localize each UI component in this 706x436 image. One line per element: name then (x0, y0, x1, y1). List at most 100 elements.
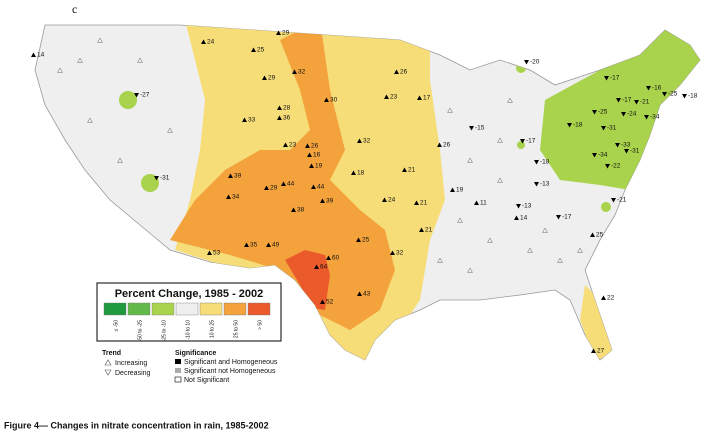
site-marker (292, 69, 297, 74)
site-label: 33 (248, 117, 256, 124)
significance-item: Significant not Homogeneous (184, 368, 276, 375)
site-label: -18 (573, 122, 583, 129)
site-label: 38 (297, 207, 305, 214)
site-marker (307, 152, 312, 157)
site-label: -24 (627, 111, 637, 118)
site-label: -31 (630, 148, 640, 155)
site-marker (592, 153, 597, 158)
site-marker-not-significant (457, 217, 463, 223)
site-label: -17 (610, 75, 620, 82)
site-label: -34 (650, 114, 660, 121)
site-marker (611, 198, 616, 203)
legend-bin-label: > 50 (257, 320, 263, 330)
site-marker (450, 187, 455, 192)
site-marker (662, 92, 667, 97)
site-marker-not-significant (87, 117, 93, 123)
site-label: -17 (622, 97, 632, 104)
region-decrease-25-50 (540, 30, 700, 190)
site-marker (474, 200, 479, 205)
site-label: 25 (362, 237, 370, 244)
site-marker-not-significant (97, 37, 103, 43)
legend-bins: ≤ -50 -50 to -25 -25 to -10 -10 to 10 10 to … (103, 302, 271, 342)
legend-swatch (103, 302, 127, 316)
site-label: -25 (668, 91, 678, 98)
site-marker (615, 143, 620, 148)
site-marker (291, 207, 296, 212)
region-increase-over-50 (285, 250, 330, 310)
site-marker-not-significant (507, 97, 513, 103)
map: 14 -27 -31 24 25 29 29 32 28 36 30 33 23 26 16 19 32 18 26… (31, 24, 701, 361)
site-marker (646, 86, 651, 91)
site-marker-not-significant (167, 127, 173, 133)
legend-swatch (151, 302, 175, 316)
site-label: 44 (287, 181, 295, 188)
site-label: -34 (598, 152, 608, 159)
site-marker (524, 60, 529, 65)
legend: Percent Change, 1985 - 2002 ≤ -50 -50 to … (96, 282, 282, 384)
site-label: 34 (232, 194, 240, 201)
site-label: 24 (207, 39, 215, 46)
region-florida (580, 285, 615, 360)
site-marker (624, 149, 629, 154)
site-marker (357, 138, 362, 143)
site-marker (644, 115, 649, 120)
site-label: 29 (270, 185, 278, 192)
site-marker (201, 39, 206, 44)
site-label: 23 (289, 142, 297, 149)
caption: Figure 4— Changes in nitrate concentrati… (4, 420, 269, 430)
site-marker (616, 98, 621, 103)
site-marker (402, 167, 407, 172)
site-label: 16 (313, 152, 321, 159)
site-marker (305, 143, 310, 148)
site-marker (311, 184, 316, 189)
site-label: 39 (326, 198, 334, 205)
site-label: 53 (213, 250, 221, 257)
sites: 14 -27 -31 24 25 29 29 32 28 36 30 33 23 26 16 19 32 18 26… (31, 30, 698, 355)
site-label: 25 (596, 232, 604, 239)
site-marker (601, 295, 606, 300)
site-marker (605, 164, 610, 169)
site-label: -20 (530, 59, 540, 66)
site-marker (242, 117, 247, 122)
site-marker-not-significant (77, 57, 83, 63)
site-label: -17 (526, 138, 536, 145)
site-label: 14 (520, 215, 528, 222)
site-marker (320, 198, 325, 203)
site-label: 36 (283, 115, 291, 122)
site-marker (207, 250, 212, 255)
site-label: 32 (298, 69, 306, 76)
site-marker (390, 250, 395, 255)
trend-item: Increasing (115, 360, 147, 367)
legend-bin-label: -50 to -25 (137, 320, 143, 342)
site-label: 17 (423, 95, 431, 102)
site-marker (621, 112, 626, 117)
trend-icon (104, 369, 112, 376)
site-marker (604, 76, 609, 81)
site-label: 43 (363, 291, 371, 298)
site-marker (567, 123, 572, 128)
site-label: 44 (317, 184, 325, 191)
site-marker (419, 227, 424, 232)
site-label: 22 (607, 295, 615, 302)
site-marker-not-significant (467, 157, 473, 163)
site-marker (382, 197, 387, 202)
site-marker (283, 142, 288, 147)
site-label: -25 (598, 109, 608, 116)
significance-item: Not Significant (184, 377, 229, 384)
site-label: -31 (160, 175, 170, 182)
site-label: -27 (140, 92, 150, 99)
site-marker (277, 115, 282, 120)
site-marker-not-significant (447, 107, 453, 113)
legend-swatch (175, 302, 199, 316)
site-marker (534, 182, 539, 187)
site-label: -18 (688, 93, 698, 100)
site-marker (351, 170, 356, 175)
legend-bin-label: -25 to -10 (161, 320, 167, 342)
site-marker (251, 47, 256, 52)
site-label: 19 (456, 187, 464, 194)
legend-bin-label: ≤ -50 (113, 320, 119, 332)
site-label: -33 (621, 142, 631, 149)
legend-bin-label: 10 to 25 (209, 320, 215, 338)
